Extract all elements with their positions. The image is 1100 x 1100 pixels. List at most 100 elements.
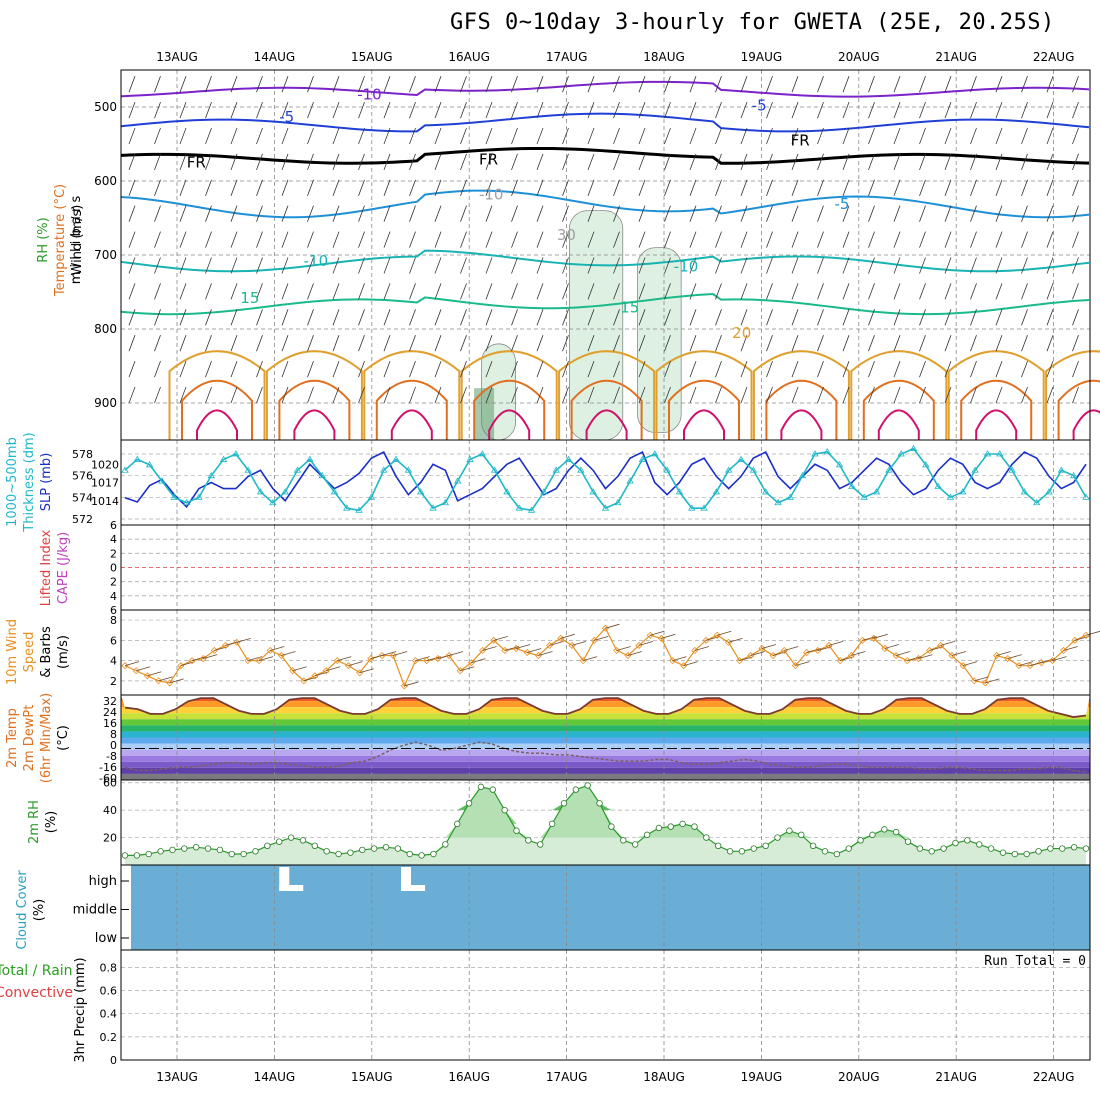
wind-barb: [868, 127, 875, 145]
warm-contour-loop: [168, 350, 266, 440]
wind-speed-marker: [769, 651, 777, 660]
wind-barb: [842, 153, 850, 171]
wind-barb: [256, 309, 263, 326]
warm-contour-loop: [850, 350, 948, 440]
rh-marker: [762, 842, 769, 850]
wind-barb: [281, 360, 289, 378]
wind-barb: [128, 257, 136, 274]
wind-barb: [868, 76, 875, 93]
rh-marker: [204, 845, 212, 852]
wind-barb: [562, 153, 569, 171]
wind-speed-marker: [222, 641, 230, 649]
surface-wind-barb: [169, 678, 184, 684]
wind-barb: [154, 335, 161, 352]
wind-barb: [434, 360, 442, 378]
rh-marker: [394, 845, 402, 852]
rh-marker: [1082, 845, 1090, 852]
wind-barb: [179, 360, 187, 378]
wind-barb: [1072, 257, 1079, 274]
wind-barb: [332, 101, 340, 119]
wind-barb: [817, 127, 824, 145]
wind-barb: [307, 335, 314, 352]
wind-barb: [205, 283, 212, 300]
thickness-marker: [1069, 471, 1078, 479]
wind-barb: [995, 205, 1003, 222]
wind-barb: [179, 257, 187, 274]
wind-barb: [358, 283, 365, 300]
wind-barb: [230, 205, 238, 222]
wind-barb: [995, 231, 1003, 248]
rh-area-band: [125, 785, 1086, 811]
surface-wind-barb: [918, 654, 933, 659]
wind-barb: [154, 179, 161, 196]
cloud-axis-title: (%): [32, 899, 47, 922]
wind-barb: [893, 257, 901, 274]
wind-barb: [1046, 179, 1054, 196]
wind-barb: [332, 257, 340, 274]
wind-barb: [715, 127, 722, 145]
wind-speed-marker: [925, 646, 934, 655]
warm-contour-loop: [668, 379, 740, 440]
wind-barb: [995, 257, 1003, 274]
wind-barb: [460, 127, 467, 145]
surface-wind-barb: [136, 666, 151, 672]
wind-barb: [1021, 335, 1028, 352]
wind-barb: [256, 231, 263, 248]
thickness-marker: [589, 488, 597, 495]
wind-barb: [179, 205, 187, 222]
wind-barb: [179, 231, 187, 248]
surface-wind-barb: [1007, 654, 1022, 659]
wind-barb: [944, 101, 952, 119]
wind-barb: [256, 360, 263, 378]
surface-wind-barb: [281, 651, 296, 656]
thickness-marker: [1033, 498, 1041, 506]
wind-barb: [205, 76, 212, 93]
wind-speed-marker: [668, 657, 677, 665]
wind-barb: [383, 205, 391, 222]
wind-barb: [638, 179, 646, 196]
wind-barb: [791, 309, 799, 326]
wind-barb: [256, 386, 263, 404]
rh-marker: [916, 845, 924, 852]
wind-barb: [613, 257, 620, 274]
surface-wind-barb: [203, 654, 218, 659]
wind-barb: [638, 127, 646, 145]
wind-speed-marker: [1060, 646, 1068, 655]
wind-barb: [638, 76, 646, 93]
wind-barb: [460, 283, 467, 300]
rh-marker: [382, 843, 390, 851]
wind-barb: [919, 335, 926, 352]
wind-barb: [1021, 76, 1028, 93]
wind-barb: [205, 205, 212, 222]
wind-barb: [485, 76, 493, 93]
wind-barb: [664, 283, 671, 300]
rh-marker: [181, 845, 188, 852]
bottom-date-label: 21AUG: [935, 1070, 977, 1084]
wind-barb: [1046, 101, 1054, 119]
wind-barb: [689, 309, 697, 326]
thickness-marker: [860, 493, 868, 500]
wind-barb: [664, 101, 671, 119]
precip-tick-label: 0.4: [100, 1008, 118, 1021]
wind-barb: [919, 127, 926, 145]
surface-wind-barb: [583, 656, 598, 661]
thickness-marker: [897, 450, 905, 457]
cloud-level-label: middle: [73, 903, 117, 918]
wind-barb: [893, 205, 901, 222]
wind-barb: [587, 101, 595, 119]
rh-marker: [798, 831, 805, 839]
wind-barb: [740, 257, 748, 274]
wind-barb: [766, 153, 773, 171]
surface-wind-barb: [672, 656, 687, 661]
warm-contour-loop: [363, 350, 461, 440]
wind-tick-label: 8: [110, 614, 117, 627]
top-date-label: 13AUG: [156, 50, 198, 64]
wind-speed-marker: [490, 636, 498, 644]
wind-barb: [434, 179, 442, 196]
wind-barb: [128, 179, 136, 196]
wind-barb: [511, 335, 518, 352]
rh-marker: [311, 842, 319, 850]
wind-barb: [434, 309, 442, 326]
wind-barb: [485, 101, 493, 119]
